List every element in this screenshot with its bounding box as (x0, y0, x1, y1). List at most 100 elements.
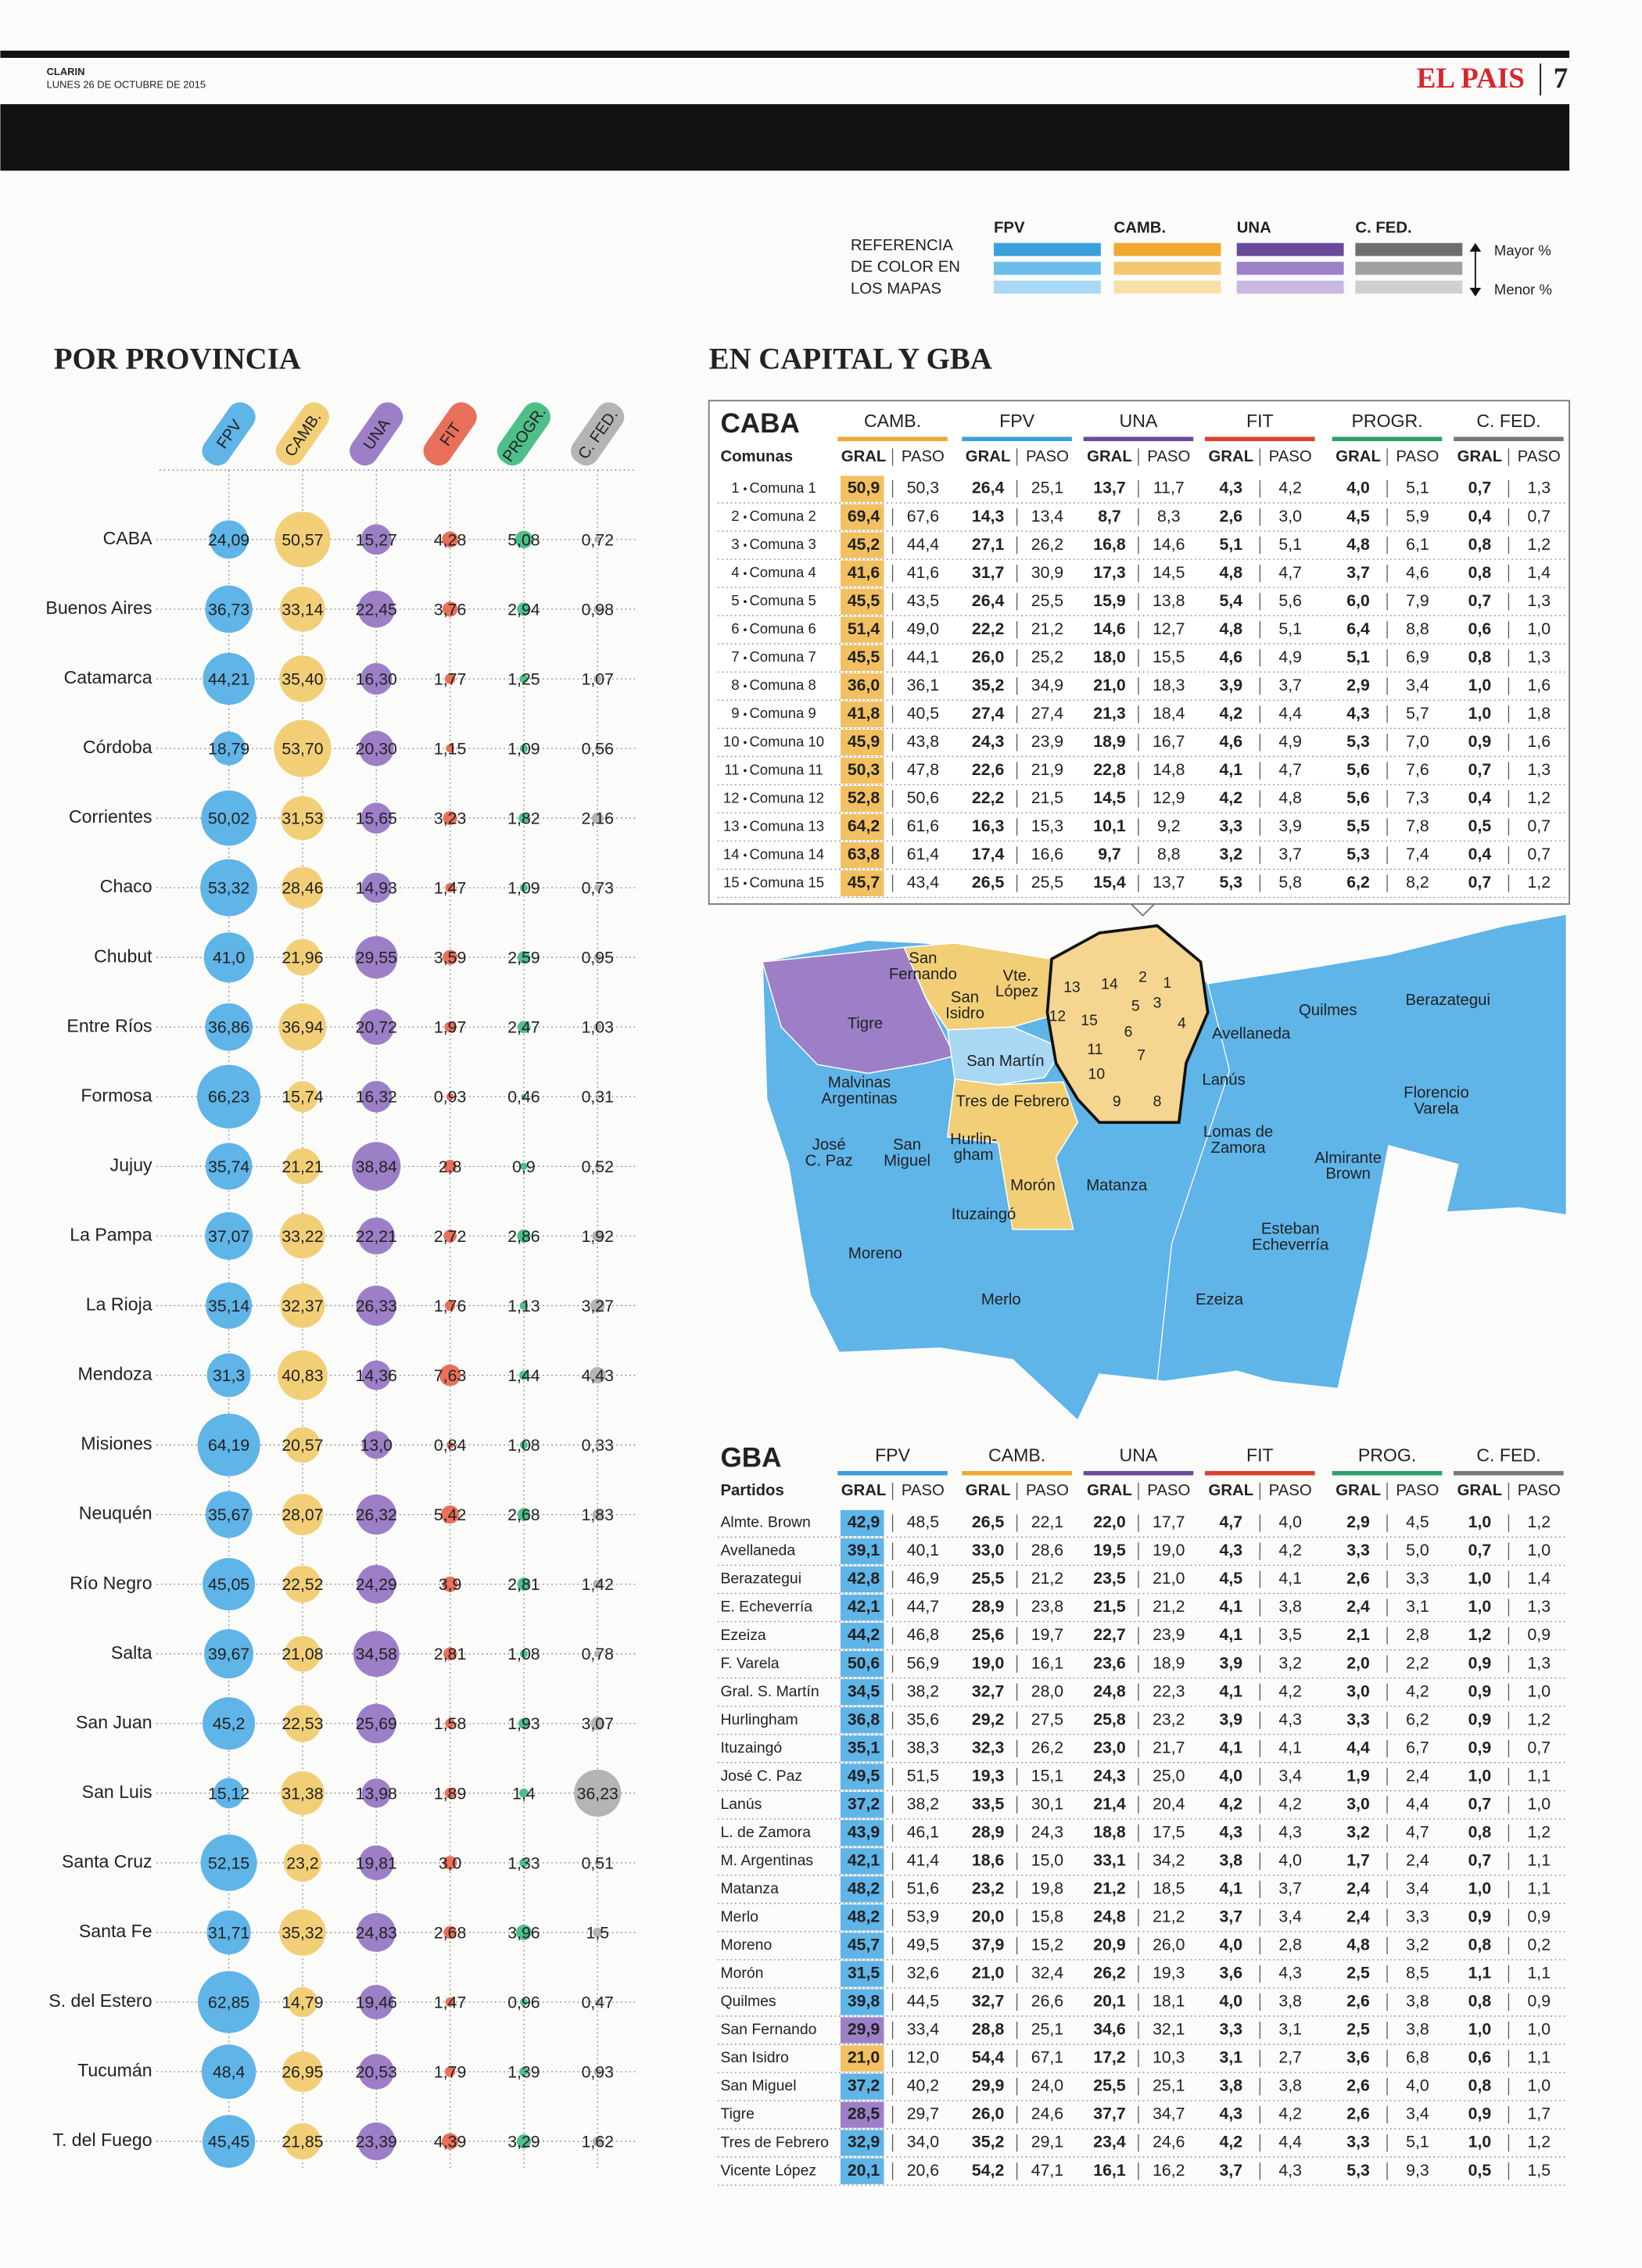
cell: 29,1 (1031, 2133, 1063, 2151)
map-label: Quilmes (1299, 1002, 1357, 1019)
cell: 45,2 (848, 535, 880, 554)
cell: 23,6 (1093, 1653, 1126, 1672)
cell: 12,0 (907, 2048, 939, 2067)
cell: 20,4 (1153, 1794, 1185, 1813)
cell: 34,9 (1031, 676, 1063, 694)
cell-shade (840, 785, 884, 813)
cell: 46,1 (907, 1822, 939, 1841)
cell: 1,4 (1527, 563, 1551, 582)
legend-party: C. FED. (1355, 220, 1411, 237)
cell: 5,6 (1346, 760, 1370, 779)
bubble (203, 1697, 256, 1750)
cell: 2,1 (1346, 1625, 1370, 1644)
row-name: Matanza (720, 1880, 779, 1897)
cell: 0,9 (1468, 1710, 1492, 1728)
cell: 25,1 (1031, 2020, 1063, 2039)
row-dot (744, 515, 747, 519)
cell: 20,6 (907, 2161, 939, 2180)
cell: 29,9 (972, 2076, 1005, 2095)
column-underline (962, 1470, 1072, 1476)
cell: 0,6 (1468, 619, 1492, 638)
cell: 25,6 (972, 1625, 1005, 1644)
cell: 7,0 (1406, 732, 1429, 751)
column-label: CAMB. (864, 411, 921, 431)
row-name: L. de Zamora (720, 1824, 811, 1841)
cell: 7,8 (1406, 816, 1429, 835)
cell-shade (840, 1679, 884, 1706)
cell: 18,6 (972, 1850, 1005, 1869)
cell: 48,2 (848, 1907, 880, 1926)
cell: 3,7 (1220, 2161, 1243, 2180)
cell: 21,2 (1031, 619, 1063, 638)
cell-shade (840, 729, 884, 756)
cell: 7,6 (1406, 760, 1429, 779)
cell: 4,9 (1278, 648, 1302, 666)
cell: 32,9 (848, 2133, 880, 2151)
bubble-label: 1,5 (586, 1923, 609, 1942)
cell: 53,9 (907, 1907, 939, 1926)
bubble-label: 14,36 (356, 1366, 397, 1385)
column-label: PROGR. (1351, 411, 1422, 431)
cell: 21,2 (1093, 1879, 1125, 1897)
column-label: C. FED. (1476, 1445, 1540, 1466)
bubble (284, 1705, 321, 1742)
bubble-label: 31,38 (281, 1784, 323, 1803)
cell: 1,0 (1468, 1513, 1492, 1531)
cell: 31,5 (848, 1964, 880, 1983)
cell: 3,8 (1278, 1992, 1302, 2011)
cell: 0,9 (1468, 1738, 1492, 1757)
row-number: 12 (723, 789, 740, 806)
bubble (520, 1998, 528, 2006)
bubble-label: 37,07 (208, 1227, 249, 1246)
bubble-label: 50,02 (208, 809, 249, 828)
cell: 14,5 (1093, 788, 1126, 807)
cell-shade (840, 673, 884, 699)
cell: 17,4 (972, 845, 1005, 863)
bubble-label: 0,98 (582, 600, 614, 619)
cell: 1,3 (1527, 1597, 1551, 1616)
subheader: GRAL (1209, 448, 1254, 465)
bubble (359, 1984, 394, 2019)
cell: 16,7 (1153, 732, 1185, 751)
province-name: Catamarca (64, 667, 152, 687)
cell: 30,1 (1031, 1794, 1063, 1813)
bubble-label: 40,83 (281, 1366, 323, 1385)
bubble (205, 1003, 253, 1051)
cell: 24,8 (1093, 1907, 1126, 1926)
province-name: Salta (111, 1642, 152, 1663)
bubble (521, 1093, 527, 1100)
cell: 0,7 (1468, 760, 1492, 779)
cell: 3,3 (1346, 2133, 1370, 2151)
bubble (517, 951, 530, 964)
cell: 3,3 (1220, 816, 1243, 835)
cell: 25,8 (1093, 1710, 1126, 1728)
cell: 1,0 (1468, 704, 1492, 723)
cell: 4,2 (1278, 1794, 1302, 1813)
row-name: José C. Paz (720, 1767, 802, 1785)
bubble (443, 1229, 457, 1243)
cell-shade (840, 1594, 884, 1621)
bubble-label: 21,96 (281, 949, 323, 967)
bubble (279, 1909, 326, 1956)
bubble-label: 1,93 (507, 1714, 540, 1733)
cell: 0,7 (1468, 1541, 1492, 1559)
bubble (595, 1442, 601, 1448)
cell: 3,4 (1278, 1766, 1302, 1785)
cell: 28,6 (1031, 1541, 1063, 1559)
cell: 21,0 (1153, 1569, 1185, 1588)
cell: 2,4 (1346, 1597, 1370, 1616)
column-label: FIT (1246, 411, 1274, 431)
column-underline (1205, 436, 1315, 442)
bubble-label: 45,45 (208, 2133, 249, 2151)
bubble (200, 1834, 257, 1891)
cell: 5,3 (1346, 732, 1370, 751)
bubble-label: 26,33 (356, 1297, 397, 1315)
map-label: Zamora (1211, 1139, 1267, 1157)
cell: 3,1 (1278, 2020, 1302, 2039)
row-dot (744, 544, 747, 547)
cell: 5,6 (1346, 788, 1370, 807)
bubble (516, 2134, 531, 2149)
bubble-label: 15,27 (356, 530, 397, 549)
bubble-label: 15,65 (356, 809, 397, 828)
